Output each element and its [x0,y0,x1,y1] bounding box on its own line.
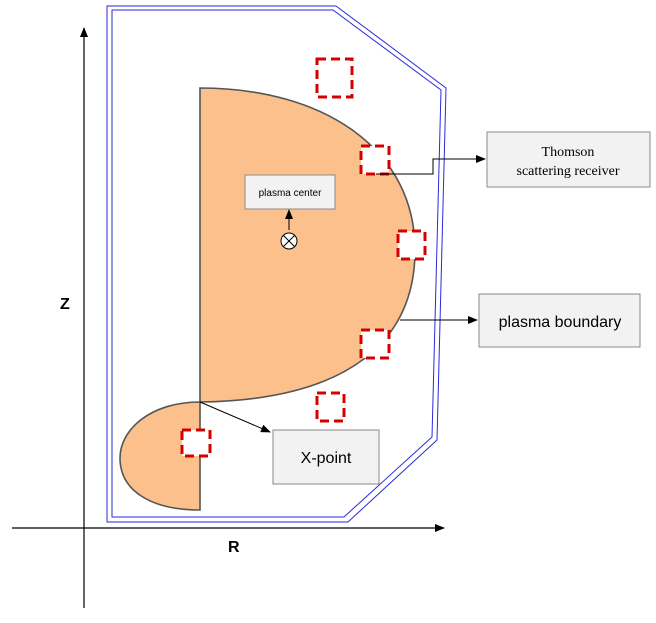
plasma-center-label-box: plasma center [244,174,336,210]
thomson-label-line2: scattering receiver [517,164,620,179]
plasma-lower-lobe [119,401,201,511]
plasma-center-box [244,174,336,210]
thomson-label-line1: Thomson [542,145,595,160]
detector-box [315,391,346,423]
detector-box [180,428,212,458]
plasma-center-cross [283,235,295,247]
plasma-center-label: plasma center [259,188,322,199]
x-point-connector [199,401,271,433]
plasma-boundary-label-box: plasma boundary [478,293,641,348]
r-axis-label: R [228,539,240,556]
detectors [180,57,427,458]
axes: Z R [12,27,445,608]
plasma-boundary-box [478,293,641,348]
x-point-box [272,429,380,485]
thomson-label-box: Thomson scattering receiver [486,131,651,188]
detector-box [359,328,391,360]
x-point-label: X-point [301,450,352,467]
detector-box [396,229,427,261]
plasma-boundary-label: plasma boundary [499,314,622,331]
detector-box [359,144,391,176]
z-axis-label: Z [60,296,70,313]
thomson-connector [376,155,486,175]
vacuum-vessel [106,5,447,523]
vessel-outer-outline [106,5,447,523]
detector-box [315,57,354,99]
thomson-box [486,131,651,188]
plasma-center-marker [280,209,298,250]
vessel-inner-outline [111,9,442,518]
x-point-label-box: X-point [272,429,380,485]
